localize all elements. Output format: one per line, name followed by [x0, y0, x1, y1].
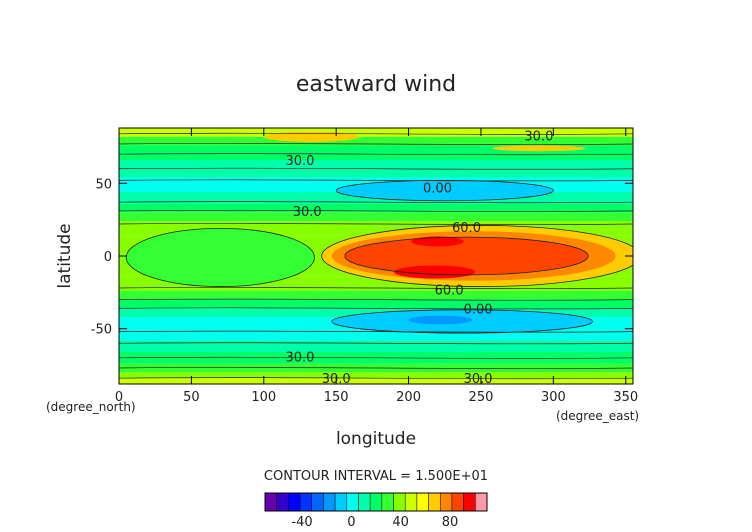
y-tick-label: 50: [95, 177, 112, 192]
contour-line: [119, 330, 633, 333]
x-tick-label: 0: [115, 390, 123, 405]
contour-line: [119, 201, 633, 204]
contour-jet-inner: [344, 236, 589, 276]
field-features: [126, 131, 633, 334]
colorbar: -40 0 40 80: [264, 492, 488, 530]
contour-line: [119, 356, 633, 359]
colorbar-swatch: [311, 492, 324, 512]
contour-lines: [119, 132, 633, 380]
contour-label: 30.0: [286, 350, 315, 365]
colorbar-tick-label: 0: [347, 515, 355, 530]
x-axis-label: longitude: [336, 429, 416, 449]
easterly-north: [336, 180, 554, 201]
y-tick-label: 0: [104, 250, 112, 265]
x-tick-label: 150: [324, 390, 349, 405]
colorbar-swatch: [264, 492, 277, 512]
x-tick-label: 50: [183, 390, 200, 405]
colorbar-frame: [264, 492, 488, 512]
contour-line: [119, 223, 633, 225]
colorbar-swatch: [463, 492, 476, 512]
jet-max-south: [394, 265, 476, 279]
contour-label: 0.00: [423, 182, 452, 197]
field-band: [119, 378, 633, 384]
contour-jet-outer: [321, 225, 633, 287]
contour-line: [119, 342, 633, 345]
field-band: [119, 128, 633, 137]
jet-core-inner: [344, 237, 589, 275]
contour-line: [119, 143, 633, 145]
contour-line: [119, 167, 633, 170]
contour-zero-north: [335, 179, 554, 202]
contour-line: [119, 209, 633, 212]
colorbar-tick-label: 80: [442, 515, 459, 530]
colorbar-swatch: [369, 492, 383, 512]
contour-line: [119, 153, 633, 156]
chart-title: eastward wind: [296, 72, 456, 97]
contour-line: [119, 287, 633, 289]
easterly-south-core: [408, 315, 473, 325]
y-axis: -50 0 50: [91, 177, 633, 338]
field-band: [119, 212, 633, 222]
colorbar-swatch: [288, 492, 301, 512]
contour-label: 60.0: [435, 283, 464, 298]
polar-max-west: [263, 131, 360, 142]
field-band: [119, 136, 633, 146]
jet-max-north: [411, 236, 464, 247]
colorbar-swatch: [299, 492, 312, 512]
contour-line: [119, 307, 633, 310]
colorbar-swatch: [393, 492, 406, 512]
weak-wind-cell: [126, 228, 315, 287]
x-unit-label: (degree_east): [556, 409, 639, 423]
y-tick-label: -50: [91, 323, 112, 338]
x-tick-label: 300: [541, 390, 566, 405]
field-layer: [119, 128, 633, 384]
contour-line: [119, 179, 633, 182]
x-tick-label: 250: [469, 390, 494, 405]
contour-weak-cell: [125, 227, 315, 287]
colorbar-swatch: [404, 492, 418, 512]
contour-label: 0.00: [464, 302, 493, 317]
contour-line: [119, 377, 633, 380]
field-band: [119, 372, 633, 379]
colorbar-tick-label: -40: [291, 515, 312, 530]
field-band: [119, 290, 633, 300]
x-tick-label: 350: [613, 390, 638, 405]
colorbar-swatch: [381, 492, 394, 512]
y-axis-label: latitude: [55, 223, 75, 288]
x-tick-label: 100: [251, 390, 276, 405]
x-tick-label: 200: [396, 390, 421, 405]
colorbar-swatch: [334, 492, 348, 512]
colorbar-swatch: [440, 492, 453, 512]
contour-label: 30.0: [524, 129, 553, 144]
contour-label: 30.0: [293, 205, 322, 220]
contour-line: [119, 298, 633, 301]
contour-line: [119, 132, 633, 135]
y-unit-label: (degree_north): [46, 400, 136, 414]
contour-zero-south: [331, 309, 593, 334]
colorbar-swatch: [416, 492, 429, 512]
field-band: [119, 203, 633, 213]
contour-label: 30.0: [464, 372, 493, 387]
colorbar-swatch: [323, 492, 336, 512]
colorbar-swatch: [346, 492, 359, 512]
colorbar-swatch: [276, 492, 289, 512]
field-band: [119, 299, 633, 309]
contour-label: 60.0: [452, 221, 481, 236]
colorbar-swatch: [475, 492, 488, 512]
colorbar-swatch: [428, 492, 441, 512]
x-axis: 0 50 100 150 200 250 300 350: [115, 128, 638, 405]
colorbar-swatch: [451, 492, 464, 512]
contour-line: [119, 367, 633, 369]
contour-label: 30.0: [286, 154, 315, 169]
contour-interval-text: CONTOUR INTERVAL = 1.500E+01: [264, 469, 488, 484]
field-band: [119, 340, 633, 352]
colorbar-swatch: [358, 492, 371, 512]
colorbar-tick-label: 40: [392, 515, 409, 530]
polar-max-east: [492, 145, 586, 152]
